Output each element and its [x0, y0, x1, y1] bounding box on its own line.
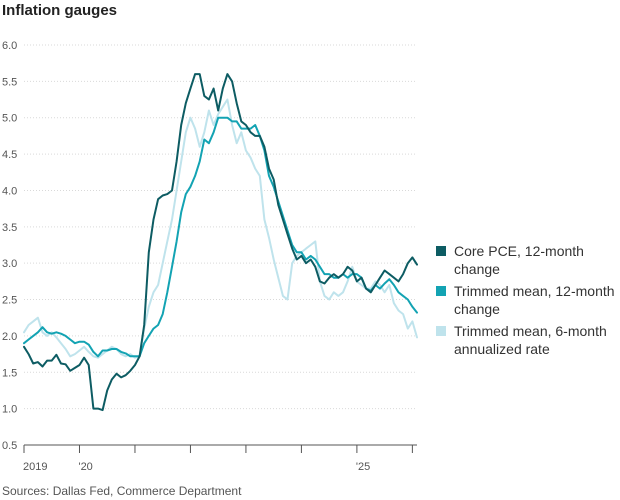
x-tick-label: 2019: [23, 461, 47, 473]
y-tick-label: 4.0: [2, 185, 17, 197]
series-line: [23, 98, 418, 359]
source-note: Sources: Dallas Fed, Commerce Department: [2, 484, 242, 498]
chart-title: Inflation gauges: [2, 2, 118, 19]
y-tick-label: 2.0: [2, 331, 17, 343]
legend-item-trimmed-12: Trimmed mean, 12-month change: [436, 282, 616, 318]
legend-label-trimmed-12: Trimmed mean, 12-month change: [454, 283, 615, 317]
legend-item-core-pce: Core PCE, 12-month change: [436, 242, 616, 278]
x-axis: 2019 '20 '25: [23, 444, 417, 473]
legend-label-core-pce: Core PCE, 12-month change: [454, 243, 584, 277]
series-lines: [23, 73, 418, 412]
y-tick-label: 0.5: [2, 440, 17, 452]
y-tick-label: 2.5: [2, 295, 17, 307]
legend: Core PCE, 12-month change Trimmed mean, …: [436, 242, 616, 362]
y-tick-label: 1.0: [2, 404, 17, 416]
y-axis-ticks: 0.5 1.0 1.5 2.0 2.5 3.0 3.5 4.0 4.5 5.0 5.5 6.0: [2, 40, 17, 452]
x-tick-label: '25: [356, 461, 370, 473]
legend-swatch-trimmed-12: [436, 286, 446, 296]
legend-item-trimmed-6: Trimmed mean, 6-month annualized rate: [436, 322, 616, 358]
y-tick-label: 6.0: [2, 40, 17, 52]
legend-label-trimmed-6: Trimmed mean, 6-month annualized rate: [454, 323, 607, 357]
y-tick-label: 1.5: [2, 367, 17, 379]
y-tick-label: 3.5: [2, 222, 17, 234]
legend-swatch-core-pce: [436, 246, 446, 256]
series-line: [23, 116, 418, 358]
legend-swatch-trimmed-6: [436, 326, 446, 336]
y-tick-label: 4.5: [2, 149, 17, 161]
grid-lines: [24, 44, 417, 446]
y-tick-label: 5.0: [2, 113, 17, 125]
y-tick-label: 5.5: [2, 76, 17, 88]
series-line: [23, 73, 418, 412]
x-tick-label: '20: [78, 461, 92, 473]
y-tick-label: 3.0: [2, 258, 17, 270]
